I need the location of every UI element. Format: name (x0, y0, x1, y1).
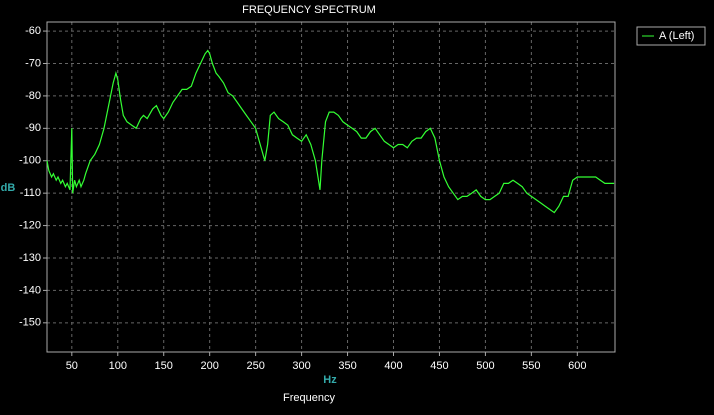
x-tick-label: 150 (155, 360, 173, 372)
x-tick-label: 200 (200, 360, 218, 372)
x-tick-label: 550 (522, 360, 540, 372)
y-tick-label: -120 (19, 219, 41, 231)
footer-label: Frequency (283, 392, 335, 404)
y-tick-label: -70 (25, 57, 41, 69)
chart-title: FREQUENCY SPECTRUM (242, 4, 376, 16)
y-tick-label: -90 (25, 122, 41, 134)
y-tick-label: -60 (25, 25, 41, 37)
x-tick-label: 600 (568, 360, 586, 372)
y-tick-label: -110 (20, 187, 41, 199)
x-tick-label: 350 (338, 360, 356, 372)
x-tick-label: 300 (292, 360, 310, 372)
x-tick-label: 500 (476, 360, 494, 372)
x-tick-label: 400 (384, 360, 402, 372)
x-tick-label: 50 (66, 360, 78, 372)
series-line (46, 49, 615, 214)
legend-box (636, 26, 706, 46)
y-axis-label: dB (1, 182, 16, 194)
y-tick-label: -150 (19, 317, 41, 329)
y-tick-label: -100 (19, 155, 41, 167)
x-tick-label: 450 (430, 360, 448, 372)
x-axis-label: Hz (323, 374, 337, 386)
y-tick-label: -130 (19, 252, 41, 264)
x-tick-label: 250 (246, 360, 264, 372)
y-tick-label: -140 (19, 284, 41, 296)
x-tick-label: 100 (109, 360, 127, 372)
y-tick-label: -80 (25, 90, 41, 102)
legend-label: A (Left) (659, 30, 694, 42)
plot-border (46, 21, 616, 353)
